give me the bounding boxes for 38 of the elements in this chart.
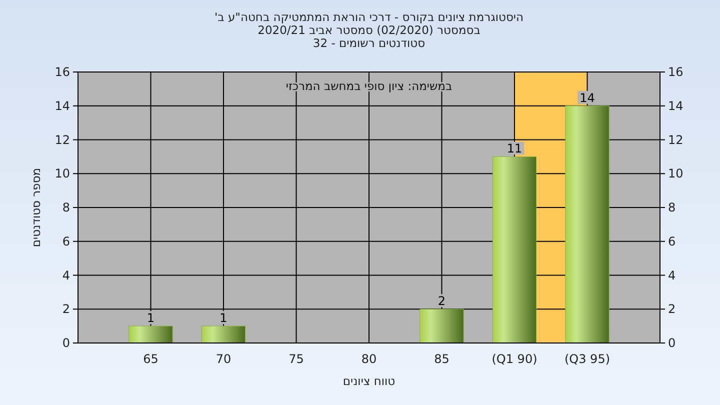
data-label: 1: [220, 311, 228, 326]
y-tick-label: 2: [62, 302, 70, 316]
y2-tick-label: 0: [668, 336, 676, 350]
y2-tick-label: 4: [668, 268, 676, 282]
bar: [420, 308, 464, 344]
y-tick-label: 14: [54, 98, 70, 113]
data-label: 14: [580, 90, 595, 105]
x-tick-label: (Q3 95): [564, 352, 610, 366]
x-tick-label: 70: [216, 352, 232, 366]
data-label: 2: [438, 294, 446, 308]
y-tick-label: 0: [62, 336, 70, 350]
y2-tick-label: 10: [668, 166, 684, 181]
y2-tick-label: 16: [668, 65, 684, 79]
y-tick-label: 8: [62, 200, 70, 214]
y2-tick-label: 14: [668, 98, 684, 113]
y-axis-title: מספר סטודנטים: [29, 168, 43, 248]
y-tick-label: 16: [54, 65, 70, 79]
y-tick-label: 6: [62, 234, 70, 248]
bar: [201, 326, 246, 344]
x-axis-title: טווח ציונים: [342, 374, 396, 388]
y2-tick-label: 6: [668, 234, 676, 248]
y2-tick-label: 8: [668, 200, 676, 214]
y2-tick-label: 2: [668, 302, 676, 316]
data-label: 11: [506, 142, 522, 156]
y2-tick-label: 12: [668, 132, 684, 147]
x-tick-label: (Q1 90): [492, 352, 538, 366]
x-tick-label: 65: [143, 352, 158, 366]
x-tick-label: 75: [288, 352, 304, 366]
chart-title: 'היסטוגרמת ציונים בקורס - דרכי הוראת המתמטיקה בחטה"ע ב: [214, 10, 524, 24]
text: סטודנטים רשומים - 32: [312, 36, 426, 50]
y-tick-label: 10: [54, 166, 70, 181]
y-tick-label: 12: [54, 132, 70, 147]
x-tick-label: 80: [361, 352, 377, 366]
x-tick-label: 85: [434, 352, 450, 366]
text: בסמסטר (02/2020) סמסטר אביב 2020/21: [258, 23, 480, 37]
data-label: 1: [146, 311, 155, 326]
bar: [128, 326, 173, 344]
y-tick-label: 4: [62, 268, 70, 282]
